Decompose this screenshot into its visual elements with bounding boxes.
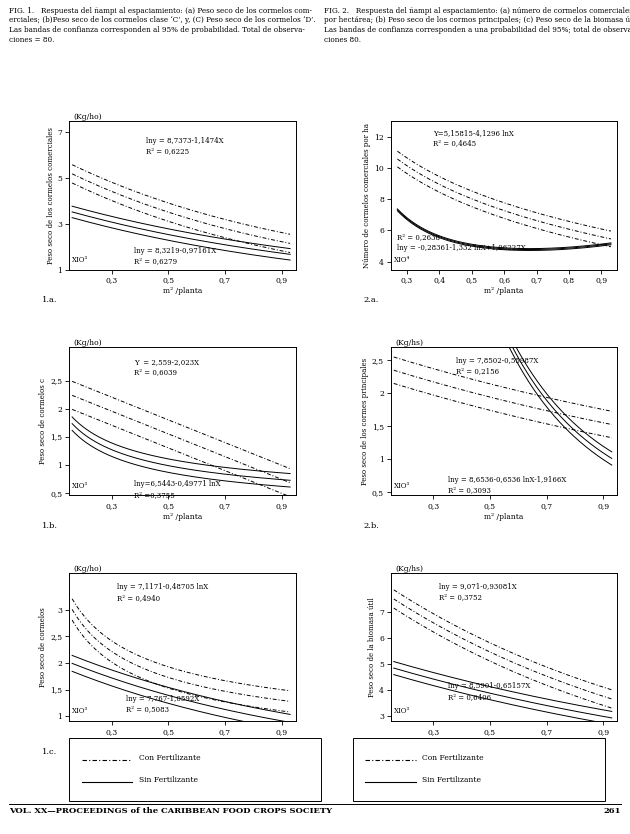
- Text: XIO³: XIO³: [72, 255, 88, 264]
- Text: XIO⁴: XIO⁴: [394, 255, 410, 264]
- X-axis label: m² /planta: m² /planta: [484, 513, 524, 521]
- Text: (Kg/hs): (Kg/hs): [396, 339, 423, 347]
- Text: 1.b.: 1.b.: [42, 522, 58, 530]
- Y-axis label: Peso seco de los cormes principales: Peso seco de los cormes principales: [361, 358, 369, 485]
- X-axis label: m² /planta: m² /planta: [163, 287, 202, 295]
- Text: lny = 9,071-0,93081X
R² = 0,3752: lny = 9,071-0,93081X R² = 0,3752: [439, 583, 517, 601]
- Text: Y  = 2,559-2,023X
R² = 0,6039: Y = 2,559-2,023X R² = 0,6039: [134, 358, 200, 376]
- Text: 1.a.: 1.a.: [42, 296, 57, 304]
- Text: 2.b.: 2.b.: [364, 522, 380, 530]
- Text: Sin Fertilizante: Sin Fertilizante: [422, 776, 481, 784]
- Y-axis label: Peso seco de los cormelos comerciales: Peso seco de los cormelos comerciales: [47, 127, 55, 264]
- Y-axis label: Peso seco de cormelos c: Peso seco de cormelos c: [40, 378, 47, 465]
- Text: 1.c.: 1.c.: [42, 748, 57, 756]
- Text: Con Fertilizante: Con Fertilizante: [422, 754, 484, 762]
- Text: Y=5,15815-4,1296 lnX
R² = 0,4645: Y=5,15815-4,1296 lnX R² = 0,4645: [433, 128, 514, 147]
- Text: lny = 8,5901-0,65157X
R² = 0,6406: lny = 8,5901-0,65157X R² = 0,6406: [447, 682, 530, 701]
- Text: lny = 7,8502-0,55987X
R² = 0,2156: lny = 7,8502-0,55987X R² = 0,2156: [456, 357, 539, 375]
- Text: (Kg/hs): (Kg/hs): [396, 565, 423, 573]
- Text: XIO³: XIO³: [72, 481, 88, 490]
- Text: (Kg/ho): (Kg/ho): [74, 339, 103, 347]
- Text: lny = 8,7373-1,1474X
R² = 0,6225: lny = 8,7373-1,1474X R² = 0,6225: [146, 137, 224, 155]
- Text: XIO³: XIO³: [72, 707, 88, 716]
- X-axis label: m² /planta: m² /planta: [163, 739, 202, 747]
- Text: Con Fertilizante: Con Fertilizante: [139, 754, 200, 762]
- Text: XIO³: XIO³: [394, 481, 410, 490]
- Text: lny = 7,1171-0,48705 lnX
R² = 0,4940: lny = 7,1171-0,48705 lnX R² = 0,4940: [117, 584, 209, 602]
- Text: Sin Fertilizante: Sin Fertilizante: [139, 776, 198, 784]
- Text: FIG. 2.   Respuesta del ñampi al espaciamiento: (a) número de cormelos comercial: FIG. 2. Respuesta del ñampi al espaciami…: [324, 7, 630, 44]
- Text: (Kg/ho): (Kg/ho): [74, 113, 103, 121]
- Text: 2.a.: 2.a.: [364, 296, 379, 304]
- Text: R² = 0,2638
lny = -0,28361-1,332 lnX+1,96227X: R² = 0,2638 lny = -0,28361-1,332 lnX+1,9…: [398, 234, 526, 252]
- Text: XIO³: XIO³: [394, 707, 410, 716]
- Text: 261: 261: [603, 807, 621, 816]
- X-axis label: m² /planta: m² /planta: [484, 287, 524, 295]
- Text: VOL. XX—PROCEEDINGS of the CARIBBEAN FOOD CROPS SOCIETY: VOL. XX—PROCEEDINGS of the CARIBBEAN FOO…: [9, 807, 333, 816]
- Y-axis label: Número de cormelos comerciales por ha: Número de cormelos comerciales por ha: [364, 123, 372, 268]
- Text: lny=6,5443-0,49771 lnX
R² =0,3755: lny=6,5443-0,49771 lnX R² =0,3755: [134, 480, 221, 499]
- X-axis label: m² /planta: m² /planta: [163, 513, 202, 521]
- Y-axis label: Peso seco de cormelos: Peso seco de cormelos: [40, 607, 47, 687]
- Text: lny = 7,767-1,0592X
R² = 0,5083: lny = 7,767-1,0592X R² = 0,5083: [126, 695, 199, 713]
- Y-axis label: Peso seco de la biomasa útil: Peso seco de la biomasa útil: [368, 597, 376, 697]
- Text: lny = 8,6536-0,6536 lnX-1,9166X
R² = 0,3093: lny = 8,6536-0,6536 lnX-1,9166X R² = 0,3…: [447, 475, 566, 494]
- Text: FIG. 1.   Respuesta del ñampi al espaciamiento: (a) Peso seco de los cormelos co: FIG. 1. Respuesta del ñampi al espaciami…: [9, 7, 316, 44]
- Text: (Kg/ho): (Kg/ho): [74, 565, 103, 573]
- X-axis label: m² /planta: m² /planta: [484, 739, 524, 747]
- Text: lny = 8,3219-0,97161X
R² = 0,6279: lny = 8,3219-0,97161X R² = 0,6279: [134, 247, 217, 265]
- Text: 2.c.: 2.c.: [364, 748, 379, 756]
